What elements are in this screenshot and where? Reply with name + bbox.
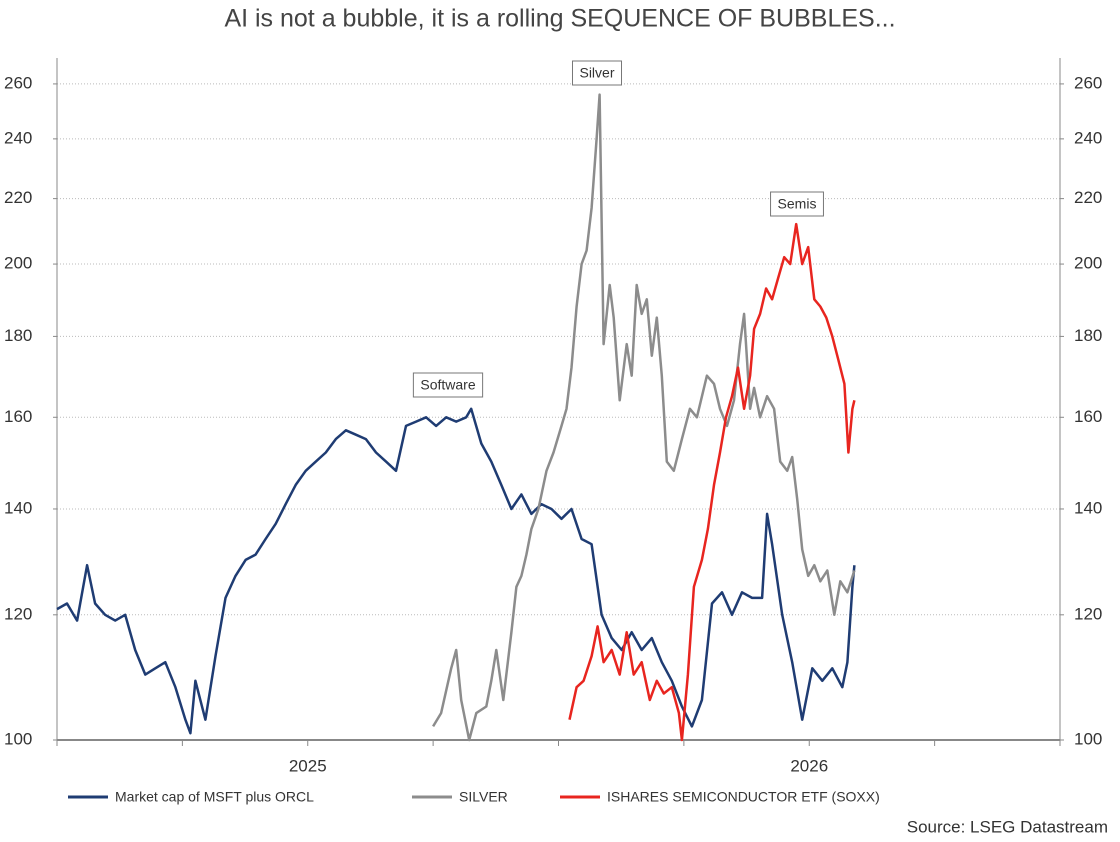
- y-tick-label: 240: [4, 128, 32, 147]
- y2-tick-label: 100: [1074, 729, 1102, 748]
- y-tick-label: 180: [4, 326, 32, 345]
- y-tick-label: 140: [4, 498, 32, 517]
- y2-tick-label: 200: [1074, 254, 1102, 273]
- y2-tick-label: 260: [1074, 73, 1102, 92]
- y2-tick-label: 220: [1074, 188, 1102, 207]
- annotation-box: [412, 372, 484, 398]
- y2-tick-label: 240: [1074, 128, 1102, 147]
- y2-tick-label: 160: [1074, 407, 1102, 426]
- annotation: Semis: [778, 196, 817, 212]
- annotation-box: [770, 191, 824, 217]
- legend-label: ISHARES SEMICONDUCTOR ETF (SOXX): [607, 789, 880, 805]
- y2-tick-label: 180: [1074, 326, 1102, 345]
- y-tick-label: 160: [4, 407, 32, 426]
- legend-label: SILVER: [459, 789, 508, 805]
- annotation-box: [571, 60, 623, 86]
- legend-label: Market cap of MSFT plus ORCL: [115, 789, 314, 805]
- x-tick-label: 2025: [289, 756, 327, 775]
- chart-title: AI is not a bubble, it is a rolling SEQU…: [224, 5, 895, 33]
- y-tick-label: 100: [4, 729, 32, 748]
- y-tick-label: 260: [4, 73, 32, 92]
- y2-tick-label: 120: [1074, 604, 1102, 623]
- annotation: Software: [420, 377, 475, 393]
- annotation: Silver: [579, 65, 614, 81]
- source-note: Source: LSEG Datastream: [907, 817, 1108, 836]
- y2-tick-label: 140: [1074, 498, 1102, 517]
- y-tick-label: 200: [4, 254, 32, 273]
- series-line: [432, 93, 856, 742]
- x-tick-label: 2026: [790, 756, 828, 775]
- series-line: [56, 407, 856, 735]
- y-tick-label: 220: [4, 188, 32, 207]
- series-line: [568, 222, 856, 742]
- y-tick-label: 120: [4, 604, 32, 623]
